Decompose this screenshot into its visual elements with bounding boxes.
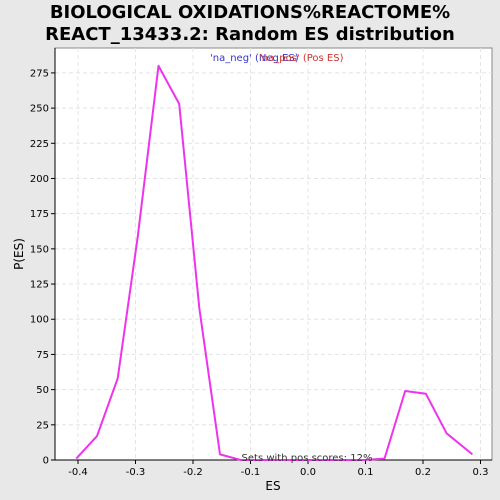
chart-title: BIOLOGICAL OXIDATIONS%REACTOME% REACT_13… [0,2,500,46]
y-axis-label: P(ES) [12,238,26,270]
y-tick-label: 100 [30,315,49,326]
chart-title-line2: REACT_13433.2: Random ES distribution [45,24,455,45]
y-tick-label: 225 [30,139,49,150]
series-group [75,64,474,461]
y-tick-label: 150 [30,244,49,255]
y-tick-label: 200 [30,174,49,185]
y-tick-label: 0 [43,456,49,467]
annotation-pos-scores: Sets with pos scores: 12% [242,453,373,464]
y-tick-label: 125 [30,280,49,291]
x-tick-label: 0.0 [300,467,316,478]
y-tick-label: 275 [30,68,49,79]
es-distribution-line [75,64,474,461]
x-tick-label: 0.3 [473,467,489,478]
y-tick-label: 50 [36,385,49,396]
x-tick-label: 0.1 [358,467,374,478]
x-axis-label: ES [265,479,280,493]
x-tick-label: -0.1 [241,467,261,478]
legend-entry-pos: 'na_pos' (Pos ES) [259,53,344,64]
axes: 0 25 50 75 100 125 150 175 200 225 250 275 -0.4 -0.3 -… [30,48,492,478]
x-tick-label: -0.3 [126,467,146,478]
y-tick-label: 75 [36,350,49,361]
x-tick-label: -0.4 [68,467,88,478]
x-tick-label: -0.2 [183,467,203,478]
chart-title-line1: BIOLOGICAL OXIDATIONS%REACTOME% [49,2,451,23]
x-tick-label: 0.2 [415,467,431,478]
grid-lines [55,48,492,460]
y-tick-label: 25 [36,420,49,431]
plot-area [54,47,493,461]
y-tick-label: 250 [30,104,49,115]
legend: 'na_neg' (Neg ES)'na_pos' (Pos ES) [210,53,344,64]
legend-entry-neg: 'na_neg' (Neg ES) [210,53,299,64]
y-tick-label: 175 [30,209,49,220]
